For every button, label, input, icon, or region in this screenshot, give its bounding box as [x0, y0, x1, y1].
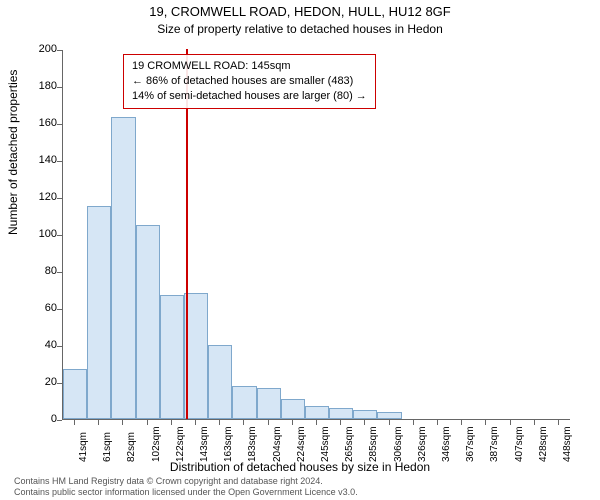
histogram-bar	[208, 345, 232, 419]
x-tick-mark	[316, 420, 317, 425]
info-box: 19 CROMWELL ROAD: 145sqm ← 86% of detach…	[123, 54, 376, 109]
x-tick-mark	[340, 420, 341, 425]
x-tick-mark	[485, 420, 486, 425]
histogram-bar	[87, 206, 111, 419]
x-tick-mark	[437, 420, 438, 425]
y-tick-label: 20	[27, 376, 57, 388]
x-tick-label: 204sqm	[272, 426, 283, 462]
y-tick-label: 100	[27, 228, 57, 240]
x-tick-mark	[364, 420, 365, 425]
y-tick-label: 200	[27, 43, 57, 55]
footer-attribution: Contains HM Land Registry data © Crown c…	[14, 476, 358, 498]
y-tick-mark	[57, 50, 62, 51]
x-tick-label: 285sqm	[368, 426, 379, 462]
x-axis-label: Distribution of detached houses by size …	[0, 460, 600, 474]
y-axis-label: Number of detached properties	[6, 70, 20, 235]
y-tick-label: 40	[27, 339, 57, 351]
x-tick-mark	[292, 420, 293, 425]
x-tick-label: 346sqm	[441, 426, 452, 462]
x-tick-mark	[558, 420, 559, 425]
y-tick-mark	[57, 198, 62, 199]
x-tick-label: 224sqm	[296, 426, 307, 462]
chart-subtitle: Size of property relative to detached ho…	[0, 22, 600, 36]
x-tick-label: 326sqm	[417, 426, 428, 462]
x-tick-label: 306sqm	[393, 426, 404, 462]
x-tick-label: 61sqm	[102, 432, 113, 462]
histogram-bar	[353, 410, 377, 419]
x-tick-mark	[195, 420, 196, 425]
x-tick-label: 265sqm	[344, 426, 355, 462]
x-tick-label: 367sqm	[465, 426, 476, 462]
x-tick-mark	[122, 420, 123, 425]
chart-container: { "header": { "title": "19, CROMWELL ROA…	[0, 0, 600, 500]
x-tick-label: 41sqm	[78, 432, 89, 462]
x-tick-mark	[510, 420, 511, 425]
y-tick-mark	[57, 87, 62, 88]
y-tick-mark	[57, 346, 62, 347]
histogram-bar	[111, 117, 135, 419]
x-tick-label: 428sqm	[538, 426, 549, 462]
histogram-bar	[281, 399, 305, 419]
y-tick-mark	[57, 235, 62, 236]
info-line-3: 14% of semi-detached houses are larger (…	[132, 89, 367, 104]
y-tick-mark	[57, 161, 62, 162]
histogram-bar	[232, 386, 256, 419]
x-tick-mark	[171, 420, 172, 425]
x-tick-label: 407sqm	[514, 426, 525, 462]
x-tick-mark	[461, 420, 462, 425]
x-tick-label: 163sqm	[223, 426, 234, 462]
x-tick-mark	[413, 420, 414, 425]
plot-area: 19 CROMWELL ROAD: 145sqm ← 86% of detach…	[62, 50, 570, 420]
histogram-bar	[136, 225, 160, 419]
y-tick-mark	[57, 309, 62, 310]
x-tick-mark	[74, 420, 75, 425]
y-tick-label: 80	[27, 265, 57, 277]
x-tick-mark	[389, 420, 390, 425]
x-tick-label: 82sqm	[126, 432, 137, 462]
x-tick-label: 245sqm	[320, 426, 331, 462]
histogram-bar	[329, 408, 353, 419]
y-tick-label: 120	[27, 191, 57, 203]
x-tick-mark	[268, 420, 269, 425]
y-tick-label: 180	[27, 80, 57, 92]
y-tick-mark	[57, 383, 62, 384]
x-tick-label: 387sqm	[489, 426, 500, 462]
info-line-1: 19 CROMWELL ROAD: 145sqm	[132, 59, 367, 74]
x-tick-mark	[98, 420, 99, 425]
y-tick-label: 60	[27, 302, 57, 314]
histogram-bar	[160, 295, 184, 419]
x-tick-mark	[243, 420, 244, 425]
footer-line-1: Contains HM Land Registry data © Crown c…	[14, 476, 358, 487]
footer-line-2: Contains public sector information licen…	[14, 487, 358, 498]
y-tick-label: 0	[27, 413, 57, 425]
histogram-bar	[63, 369, 87, 419]
x-tick-mark	[147, 420, 148, 425]
x-tick-mark	[219, 420, 220, 425]
x-tick-label: 143sqm	[199, 426, 210, 462]
x-tick-label: 102sqm	[151, 426, 162, 462]
y-tick-mark	[57, 272, 62, 273]
y-tick-mark	[57, 124, 62, 125]
y-tick-label: 140	[27, 154, 57, 166]
x-tick-label: 122sqm	[175, 426, 186, 462]
x-tick-label: 183sqm	[247, 426, 258, 462]
y-tick-label: 160	[27, 117, 57, 129]
histogram-bar	[305, 406, 329, 419]
x-tick-label: 448sqm	[562, 426, 573, 462]
histogram-bar	[257, 388, 281, 419]
histogram-bar	[377, 412, 401, 419]
y-tick-mark	[57, 420, 62, 421]
info-line-2: ← 86% of detached houses are smaller (48…	[132, 74, 367, 89]
x-tick-mark	[534, 420, 535, 425]
chart-title: 19, CROMWELL ROAD, HEDON, HULL, HU12 8GF	[0, 4, 600, 19]
